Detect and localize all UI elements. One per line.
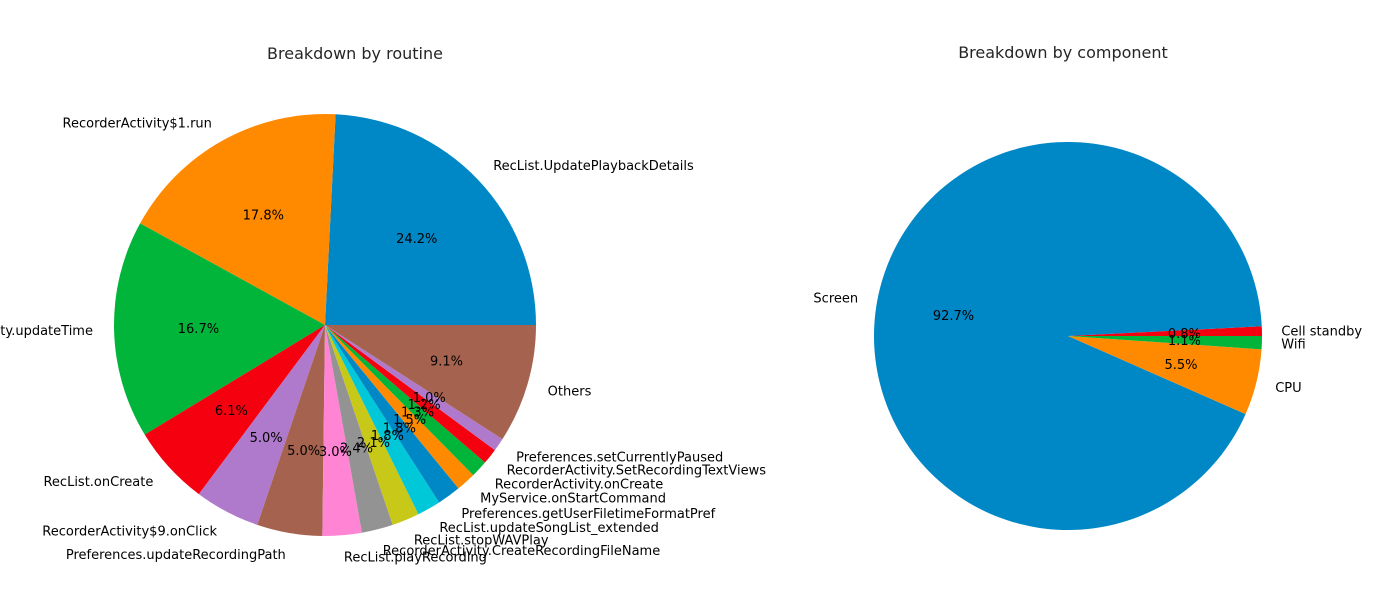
routine-slice-label-reclist-updatesonglist-extended: RecList.updateSongList_extended <box>439 521 658 536</box>
routine-slice-label-preferences-setcurrentlypaused: Preferences.setCurrentlyPaused <box>516 451 723 466</box>
routine-pct-label-reclist-updatesonglist-extended: 1.8% <box>371 429 404 444</box>
routine-pct-label-recorderactivity-9-onclick: 5.0% <box>250 431 283 446</box>
component-slice-cpu <box>1068 336 1262 415</box>
routine-slice-label-recorderactivity-setrecordingtextviews: RecorderActivity.SetRecordingTextViews <box>507 464 767 479</box>
component-slice-label-screen: Screen <box>813 291 858 306</box>
routine-pie-labels: 24.2% RecList.UpdatePlaybackDetails 17.8% R… <box>0 116 766 565</box>
component-pct-label-cell-standby: 0.8% <box>1168 327 1201 342</box>
routine-slice-reclist-oncreate <box>144 325 325 495</box>
routine-pct-label-recorderactivity-setrecordingtextviews: 1.2% <box>408 398 441 413</box>
routine-slice-label-recorderactivity-oncreate: RecorderActivity.onCreate <box>495 477 664 492</box>
component-pct-label-screen: 92.7% <box>933 309 974 324</box>
routine-pct-label-preferences-updaterecordingpath: 5.0% <box>287 444 320 459</box>
routine-slice-label-reclist-stopwavplay: RecList.stopWAVPlay <box>414 533 549 548</box>
routine-slice-recorderactivity-setrecordingtextviews <box>325 325 495 463</box>
routine-pct-label-others: 9.1% <box>430 355 463 370</box>
component-slice-screen <box>873 141 1262 530</box>
routine-slice-reclist-updateplaybackdetails <box>325 114 536 325</box>
routine-pie-slices <box>114 114 536 536</box>
routine-pct-label-reclist-updateplaybackdetails: 24.2% <box>396 232 437 247</box>
routine-slice-preferences-updaterecordingpath <box>257 325 325 536</box>
routine-chart-title: Breakdown by routine <box>267 44 443 63</box>
routine-pct-label-recorderactivity-oncreate: 1.3% <box>401 405 434 420</box>
component-pct-label-cpu: 5.5% <box>1165 358 1198 373</box>
component-slice-label-wifi: Wifi <box>1281 337 1305 352</box>
component-pie-slices <box>873 141 1262 530</box>
routine-slice-recorderactivity-9-onclick <box>198 325 325 525</box>
component-pct-label-wifi: 1.1% <box>1168 334 1201 349</box>
component-pie-chart: Breakdown by component 0.8% Cell standby 9… <box>813 43 1362 530</box>
routine-slice-label-myservice-onstartcommand: MyService.onStartCommand <box>480 492 666 507</box>
component-slice-wifi <box>1068 336 1262 350</box>
routine-pct-label-recorderactivity-createrecordingfilename: 2.4% <box>340 442 373 457</box>
routine-pct-label-reclist-oncreate: 6.1% <box>215 404 248 419</box>
routine-slice-label-reclist-updateplaybackdetails: RecList.UpdatePlaybackDetails <box>493 159 694 174</box>
routine-pct-label-preferences-getuserfiletimeformatpref: 1.8% <box>383 421 416 436</box>
routine-pct-label-reclist-stopwavplay: 2.1% <box>357 436 390 451</box>
routine-slice-recorderactivity-oncreate <box>325 325 486 476</box>
routine-slice-reclist-updatesonglist-extended <box>325 325 440 515</box>
routine-slice-reclist-stopwavplay <box>325 325 419 525</box>
routine-slice-others <box>325 325 536 440</box>
routine-pct-label-myservice-onstartcommand: 1.5% <box>393 413 426 428</box>
routine-slice-label-reclist-oncreate: RecList.onCreate <box>43 475 153 490</box>
routine-pct-label-recorderactivity-1-run: 17.8% <box>243 208 284 223</box>
routine-slice-label-preferences-updaterecordingpath: Preferences.updateRecordingPath <box>66 548 286 563</box>
routine-slice-recorderactivity-1-run <box>140 114 336 325</box>
routine-slice-preferences-setcurrentlypaused <box>325 325 503 451</box>
routine-pie-chart: Breakdown by routine 24.2% RecList.Update… <box>0 44 766 565</box>
routine-slice-label-recorderactivity-updatetime: RecorderActivity.updateTime <box>0 324 93 339</box>
routine-slice-preferences-getuserfiletimeformatpref <box>325 325 459 503</box>
routine-slice-recorderactivity-updatetime <box>114 223 326 435</box>
routine-slice-reclist-playrecording <box>322 325 362 536</box>
component-chart-title: Breakdown by component <box>958 43 1168 62</box>
routine-slice-label-recorderactivity-1-run: RecorderActivity$1.run <box>63 116 212 131</box>
routine-pct-label-reclist-playrecording: 3.0% <box>319 445 352 460</box>
component-pie-labels: 0.8% Cell standby 92.7% Screen 5.5% CPU 1.1% Wi… <box>813 291 1362 396</box>
routine-slice-label-reclist-playrecording: RecList.playRecording <box>344 550 487 565</box>
component-slice-cell-standby <box>1068 326 1262 336</box>
component-slice-label-cell-standby: Cell standby <box>1281 325 1362 340</box>
routine-slice-recorderactivity-createrecordingfilename <box>325 325 393 533</box>
routine-pct-label-preferences-setcurrentlypaused: 1.0% <box>413 391 446 406</box>
routine-slice-label-recorderactivity-createrecordingfilename: RecorderActivity.CreateRecordingFileName <box>383 544 660 559</box>
routine-slice-label-others: Others <box>548 384 592 399</box>
routine-slice-myservice-onstartcommand <box>325 325 474 489</box>
routine-pct-label-recorderactivity-updatetime: 16.7% <box>178 322 219 337</box>
component-slice-label-cpu: CPU <box>1275 381 1301 396</box>
routine-slice-label-recorderactivity-9-onclick: RecorderActivity$9.onClick <box>42 524 217 539</box>
routine-slice-label-preferences-getuserfiletimeformatpref: Preferences.getUserFiletimeFormatPref <box>461 507 715 522</box>
